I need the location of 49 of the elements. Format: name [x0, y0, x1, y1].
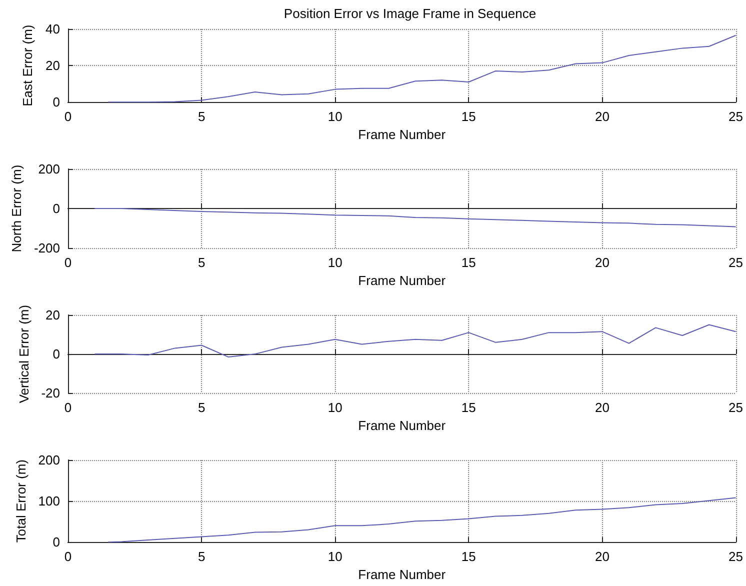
x-tick-label: 20 — [594, 549, 610, 564]
x-tick-label: 0 — [64, 255, 72, 270]
x-tick-label: 15 — [461, 400, 476, 416]
x-tick-label: 25 — [728, 400, 744, 416]
chart-title: Position Error vs Image Frame in Sequence — [284, 6, 536, 21]
y-tick-label: -20 — [41, 386, 60, 401]
x-tick-label: 15 — [461, 255, 476, 270]
y-tick-label: 200 — [38, 162, 60, 176]
y-tick-label: -200 — [34, 240, 60, 256]
y-tick-label: 40 — [46, 22, 60, 36]
y-axis-title: North Error (m) — [9, 164, 24, 252]
x-tick-label: 15 — [461, 549, 476, 564]
x-axis-title: Frame Number — [358, 418, 446, 433]
x-tick-label: 20 — [594, 400, 610, 416]
x-tick-label: 25 — [728, 109, 744, 124]
x-tick-label: 20 — [594, 255, 610, 270]
y-axis-title: East Error (m) — [20, 24, 35, 106]
x-axis-title: Frame Number — [358, 273, 446, 288]
x-tick-label: 15 — [461, 109, 476, 124]
y-tick-label: 100 — [38, 494, 60, 509]
x-tick-label: 5 — [198, 549, 206, 564]
x-axis-title: Frame Number — [358, 127, 446, 142]
x-tick-label: 0 — [64, 109, 72, 124]
line-series — [108, 497, 736, 543]
line-series — [108, 34, 736, 103]
y-tick-label: 20 — [46, 308, 60, 322]
x-tick-label: 25 — [728, 549, 744, 564]
x-axis-title: Frame Number — [358, 567, 446, 582]
x-tick-label: 10 — [328, 255, 342, 270]
x-tick-label: 25 — [728, 255, 744, 270]
y-tick-label: 0 — [52, 346, 60, 362]
line-series — [94, 208, 736, 228]
y-tick-label: 20 — [46, 58, 60, 74]
x-tick-label: 10 — [328, 109, 342, 124]
y-tick-label: 0 — [52, 94, 60, 110]
y-tick-label: 0 — [52, 534, 60, 550]
x-tick-label: 5 — [198, 109, 206, 124]
x-tick-label: 10 — [328, 400, 342, 416]
x-tick-label: 10 — [328, 549, 342, 564]
y-tick-label: 0 — [52, 201, 60, 216]
x-tick-label: 5 — [198, 255, 206, 270]
x-tick-label: 5 — [198, 400, 206, 416]
x-tick-label: 0 — [64, 549, 72, 564]
x-tick-label: 0 — [64, 400, 72, 416]
y-tick-label: 200 — [38, 452, 60, 468]
y-axis-title: Vertical Error (m) — [16, 304, 32, 404]
line-series — [94, 324, 736, 358]
y-axis-title: Total Error (m) — [13, 460, 28, 543]
x-tick-label: 20 — [594, 109, 610, 124]
